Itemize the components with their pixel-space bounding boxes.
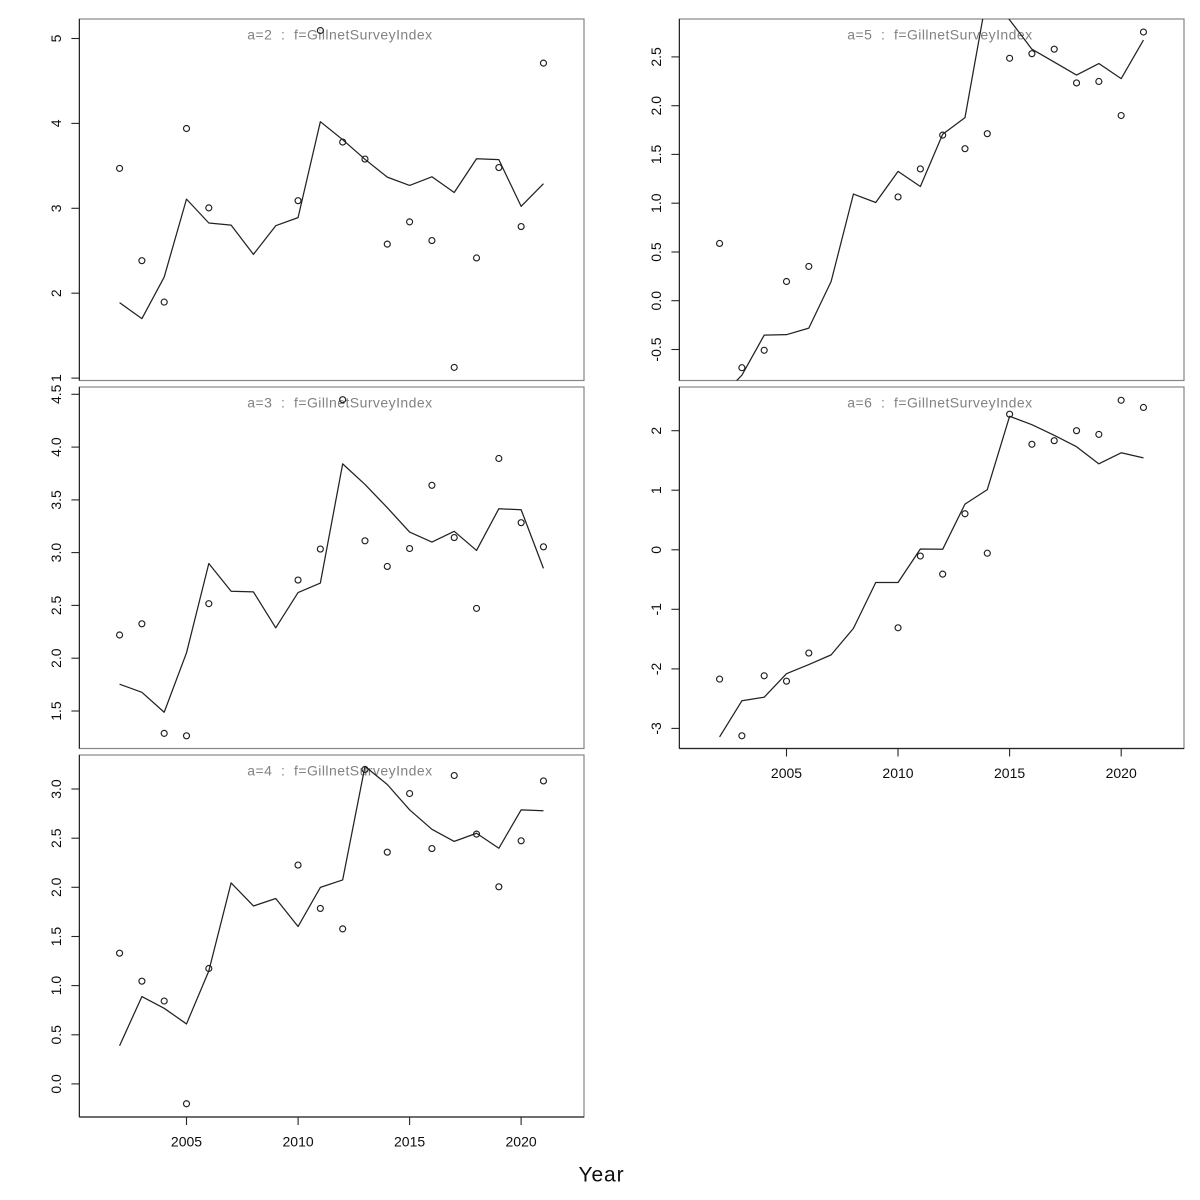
svg-text:3.0: 3.0 <box>48 779 64 799</box>
svg-text:4.0: 4.0 <box>48 437 64 457</box>
svg-text:a=4 : f=GillnetSurveyIndex: a=4 : f=GillnetSurveyIndex <box>247 763 432 779</box>
svg-text:3: 3 <box>48 204 64 212</box>
svg-text:2: 2 <box>648 427 664 435</box>
svg-text:2: 2 <box>48 289 64 297</box>
svg-text:a=6 : f=GillnetSurveyIndex: a=6 : f=GillnetSurveyIndex <box>847 395 1032 411</box>
svg-text:3.5: 3.5 <box>48 490 64 510</box>
svg-text:-0.5: -0.5 <box>648 337 664 361</box>
svg-text:1.5: 1.5 <box>48 927 64 947</box>
svg-text:1.0: 1.0 <box>648 193 664 213</box>
svg-text:5: 5 <box>48 34 64 42</box>
svg-text:2020: 2020 <box>506 1134 537 1150</box>
svg-text:a=2 : f=GillnetSurveyIndex: a=2 : f=GillnetSurveyIndex <box>247 27 432 43</box>
svg-text:2010: 2010 <box>283 1134 314 1150</box>
svg-text:1: 1 <box>648 486 664 494</box>
svg-text:0.5: 0.5 <box>648 242 664 262</box>
svg-text:a=5 : f=GillnetSurveyIndex: a=5 : f=GillnetSurveyIndex <box>847 27 1032 43</box>
svg-text:-3: -3 <box>648 722 664 735</box>
svg-text:a=3 : f=GillnetSurveyIndex: a=3 : f=GillnetSurveyIndex <box>247 395 432 411</box>
svg-text:0.0: 0.0 <box>48 1074 64 1094</box>
svg-text:4: 4 <box>48 119 64 127</box>
svg-text:3.0: 3.0 <box>48 543 64 563</box>
svg-text:2.0: 2.0 <box>48 877 64 897</box>
svg-text:0.0: 0.0 <box>648 291 664 311</box>
svg-text:2.0: 2.0 <box>648 96 664 116</box>
svg-text:4.5: 4.5 <box>48 384 64 404</box>
svg-text:2.5: 2.5 <box>48 828 64 848</box>
svg-text:2005: 2005 <box>771 765 802 781</box>
svg-text:0: 0 <box>648 546 664 554</box>
svg-text:2010: 2010 <box>882 765 913 781</box>
svg-text:-1: -1 <box>648 603 664 616</box>
svg-text:1.5: 1.5 <box>48 701 64 721</box>
svg-text:2.0: 2.0 <box>48 648 64 668</box>
svg-text:2.5: 2.5 <box>648 47 664 67</box>
svg-text:2020: 2020 <box>1106 765 1137 781</box>
svg-text:2005: 2005 <box>171 1134 202 1150</box>
svg-text:-2: -2 <box>648 662 664 675</box>
svg-text:2015: 2015 <box>394 1134 425 1150</box>
svg-text:Year: Year <box>578 1163 624 1186</box>
svg-text:1.5: 1.5 <box>648 144 664 164</box>
svg-text:1: 1 <box>48 374 64 382</box>
svg-text:1.0: 1.0 <box>48 976 64 996</box>
svg-text:2.5: 2.5 <box>48 595 64 615</box>
svg-text:2015: 2015 <box>994 765 1025 781</box>
svg-text:0.5: 0.5 <box>48 1025 64 1045</box>
